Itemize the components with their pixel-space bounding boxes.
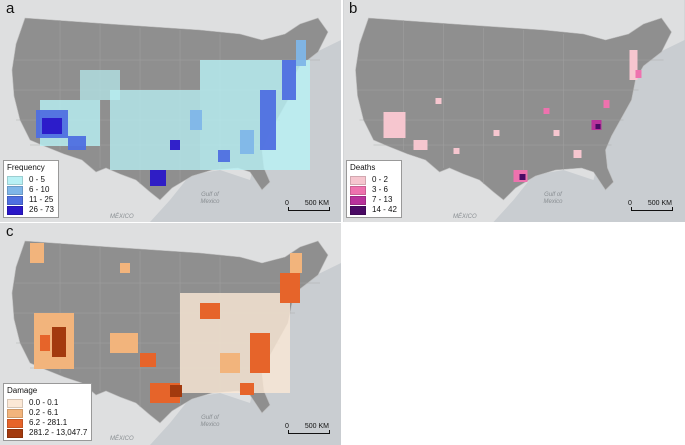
legend-swatch — [7, 418, 23, 428]
legend-swatch — [7, 398, 23, 408]
scale-value: 500 — [647, 200, 660, 207]
legend-item: 26 - 73 — [7, 205, 54, 215]
legend-item: 3 - 6 — [350, 185, 397, 195]
scale-zero: 0 — [628, 200, 632, 207]
scale-zero: 0 — [285, 423, 289, 430]
scale-unit: KM — [661, 200, 673, 207]
legend-swatch — [7, 195, 23, 205]
legend-swatch — [350, 175, 366, 185]
legend-item: 14 - 42 — [350, 205, 397, 215]
legend-item: 11 - 25 — [7, 195, 54, 205]
map-panel-frequency: a Gulf of Mexico MÉXICO Frequency 0 - 5 … — [0, 0, 341, 222]
legend-item: 0.2 - 6.1 — [7, 408, 87, 418]
legend-item: 281.2 - 13,047.7 — [7, 428, 87, 438]
scale-unit: KM — [318, 423, 330, 430]
legend-label: 6.2 - 281.1 — [29, 418, 68, 427]
legend-item: 0 - 5 — [7, 175, 54, 185]
legend-title: Frequency — [7, 163, 45, 172]
legend-label: 26 - 73 — [29, 205, 54, 214]
frequency-legend: Frequency 0 - 5 6 - 10 11 - 25 26 - 73 — [3, 160, 59, 218]
map-panel-damage: c Gulf of Mexico MÉXICO Damage 0.0 - 0.1… — [0, 223, 341, 445]
map-panel-deaths: b Gulf of Mexico MÉXICO Deaths 0 - 2 3 -… — [343, 0, 685, 222]
scale-bar-line — [288, 207, 330, 211]
scale-unit: KM — [318, 200, 330, 207]
frequency-choropleth — [36, 40, 310, 186]
legend-swatch — [7, 185, 23, 195]
legend-item: 6.2 - 281.1 — [7, 418, 87, 428]
legend-label: 281.2 - 13,047.7 — [29, 428, 88, 437]
legend-swatch — [350, 205, 366, 215]
legend-title: Deaths — [350, 163, 376, 172]
legend-swatch — [7, 408, 23, 418]
gulf-of-mexico-label: Gulf of Mexico — [543, 192, 563, 205]
gulf-of-mexico-label: Gulf of Mexico — [200, 192, 220, 205]
panel-label: b — [349, 0, 358, 17]
legend-item: 0.0 - 0.1 — [7, 398, 87, 408]
legend-swatch — [7, 175, 23, 185]
damage-choropleth — [30, 243, 302, 403]
scale-bar: 0 500 KM — [628, 200, 673, 211]
scale-zero: 0 — [285, 200, 289, 207]
legend-label: 6 - 10 — [29, 185, 50, 194]
panel-label: c — [6, 223, 14, 240]
legend-label: 0.0 - 0.1 — [29, 398, 59, 407]
deaths-choropleth — [383, 50, 642, 182]
damage-legend: Damage 0.0 - 0.1 0.2 - 6.1 6.2 - 281.1 2… — [3, 383, 93, 441]
scale-bar: 0 500 KM — [285, 423, 330, 434]
legend-label: 11 - 25 — [29, 195, 54, 204]
panel-label: a — [6, 0, 15, 17]
scale-value: 500 — [304, 200, 317, 207]
scale-bar-line — [288, 430, 330, 434]
mexico-label: MÉXICO — [110, 214, 134, 220]
scale-bar: 0 500 KM — [285, 200, 330, 211]
legend-swatch — [350, 185, 366, 195]
legend-swatch — [7, 205, 23, 215]
legend-swatch — [350, 195, 366, 205]
gulf-of-mexico-label: Gulf of Mexico — [200, 415, 220, 428]
scale-bar-line — [631, 207, 673, 211]
legend-title: Damage — [7, 386, 38, 395]
legend-label: 14 - 42 — [372, 205, 397, 214]
deaths-legend: Deaths 0 - 2 3 - 6 7 - 13 14 - 42 — [346, 160, 402, 218]
mexico-label: MÉXICO — [453, 214, 477, 220]
us-map-damage — [0, 223, 341, 445]
mexico-label: MÉXICO — [110, 436, 134, 442]
legend-item: 7 - 13 — [350, 195, 397, 205]
legend-swatch — [7, 428, 23, 438]
legend-item: 0 - 2 — [350, 175, 397, 185]
legend-label: 0 - 5 — [29, 175, 46, 184]
legend-label: 0 - 2 — [372, 175, 389, 184]
legend-label: 7 - 13 — [372, 195, 393, 204]
legend-label: 0.2 - 6.1 — [29, 408, 59, 417]
us-map-frequency — [0, 0, 341, 222]
legend-label: 3 - 6 — [372, 185, 389, 194]
scale-value: 500 — [304, 423, 317, 430]
legend-item: 6 - 10 — [7, 185, 54, 195]
